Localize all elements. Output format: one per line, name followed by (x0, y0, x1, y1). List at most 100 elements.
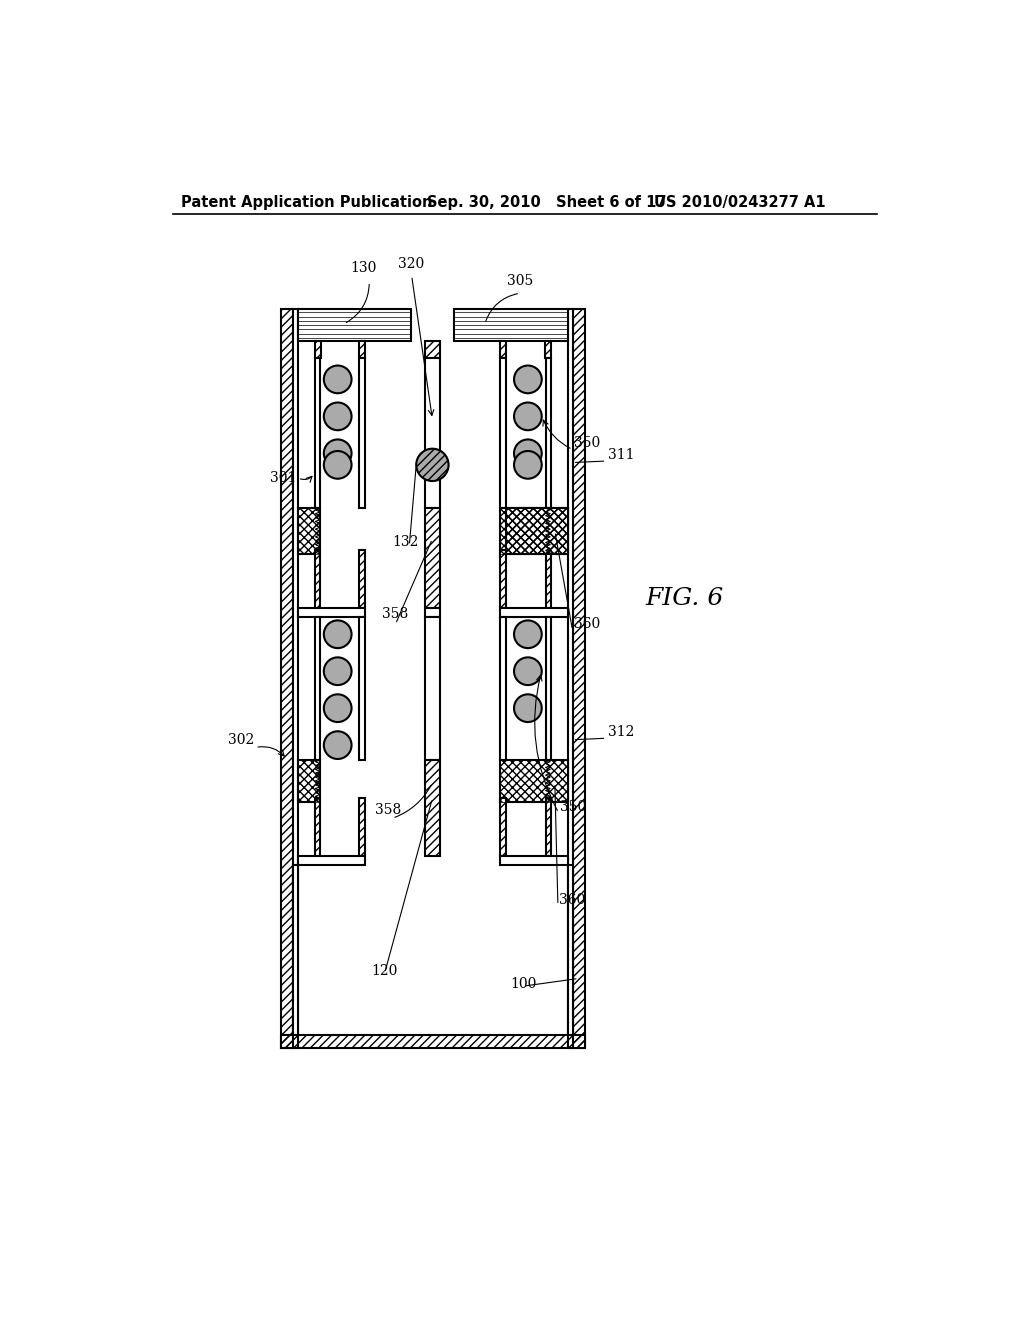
Text: 132: 132 (392, 535, 419, 549)
Bar (359, 341, 366, 358)
Bar (500, 760, 568, 803)
Circle shape (514, 657, 542, 685)
Bar (425, 508, 440, 609)
Bar (500, 550, 506, 609)
Bar (546, 550, 551, 609)
Bar (298, 760, 319, 803)
Bar (500, 508, 568, 554)
Bar (506, 508, 568, 554)
Bar (281, 1035, 585, 1048)
Bar (298, 508, 319, 554)
Text: 358: 358 (382, 607, 409, 622)
Bar (546, 799, 551, 855)
Circle shape (324, 620, 351, 648)
Bar (500, 855, 568, 866)
Bar (293, 309, 298, 1048)
Bar (314, 358, 319, 508)
Bar (506, 508, 568, 554)
Bar (546, 618, 551, 760)
Bar (359, 799, 365, 855)
Bar (281, 309, 293, 1048)
Circle shape (324, 451, 351, 479)
Text: Sep. 30, 2010   Sheet 6 of 17: Sep. 30, 2010 Sheet 6 of 17 (427, 195, 667, 210)
Text: 130: 130 (350, 261, 377, 276)
Bar (568, 866, 572, 1035)
Bar (546, 799, 551, 855)
Text: 312: 312 (608, 725, 634, 739)
Bar (298, 760, 319, 803)
Circle shape (514, 694, 542, 722)
Bar (298, 508, 319, 554)
Bar (425, 508, 440, 609)
Bar (359, 341, 366, 358)
Bar (293, 866, 298, 1035)
Circle shape (416, 449, 449, 480)
Bar (314, 618, 319, 760)
Bar (281, 309, 293, 1048)
Bar (298, 609, 365, 618)
Bar (425, 760, 440, 855)
Circle shape (324, 694, 351, 722)
Bar (298, 855, 365, 866)
Bar (500, 358, 506, 508)
Bar (314, 550, 319, 609)
Bar (500, 618, 506, 760)
Circle shape (324, 657, 351, 685)
Bar (454, 309, 568, 341)
Bar (568, 309, 572, 1048)
Circle shape (514, 403, 542, 430)
Text: 302: 302 (227, 733, 254, 747)
Text: 320: 320 (398, 256, 425, 271)
Bar (500, 799, 506, 855)
Bar (314, 341, 321, 358)
Text: 358: 358 (376, 804, 401, 817)
Bar (425, 609, 440, 618)
Text: US 2010/0243277 A1: US 2010/0243277 A1 (654, 195, 825, 210)
Bar (500, 609, 568, 618)
Bar (500, 341, 506, 358)
Text: 100: 100 (510, 977, 537, 991)
Bar (500, 508, 568, 554)
Text: 350: 350 (574, 436, 600, 450)
Text: 350: 350 (560, 800, 587, 814)
Bar (572, 309, 585, 1048)
Bar (359, 799, 365, 855)
Bar (359, 550, 365, 609)
Bar (545, 341, 551, 358)
Text: 120: 120 (372, 964, 398, 978)
Bar (314, 550, 319, 609)
Bar (425, 341, 440, 358)
Bar (359, 550, 365, 609)
Bar (546, 358, 551, 508)
Circle shape (324, 731, 351, 759)
Bar (281, 1035, 585, 1048)
Bar (359, 358, 365, 508)
Bar (500, 550, 506, 609)
Bar (425, 760, 440, 855)
Circle shape (514, 440, 542, 467)
Bar (359, 618, 365, 760)
Circle shape (514, 451, 542, 479)
Bar (425, 341, 440, 358)
Text: Patent Application Publication: Patent Application Publication (180, 195, 432, 210)
Bar (298, 309, 411, 341)
Text: 305: 305 (507, 275, 534, 289)
Circle shape (514, 620, 542, 648)
Text: 360: 360 (574, 618, 600, 631)
Bar (500, 341, 506, 358)
Text: 360: 360 (559, 892, 586, 907)
Bar (314, 799, 319, 855)
Bar (546, 550, 551, 609)
Circle shape (514, 366, 542, 393)
Bar (500, 799, 506, 855)
Text: 311: 311 (608, 447, 635, 462)
Circle shape (324, 440, 351, 467)
Circle shape (324, 403, 351, 430)
Text: 301: 301 (269, 471, 296, 484)
Bar (314, 799, 319, 855)
Bar (425, 618, 440, 760)
Bar (425, 358, 440, 508)
Text: FIG. 6: FIG. 6 (646, 587, 724, 610)
Circle shape (324, 366, 351, 393)
Bar (545, 341, 551, 358)
